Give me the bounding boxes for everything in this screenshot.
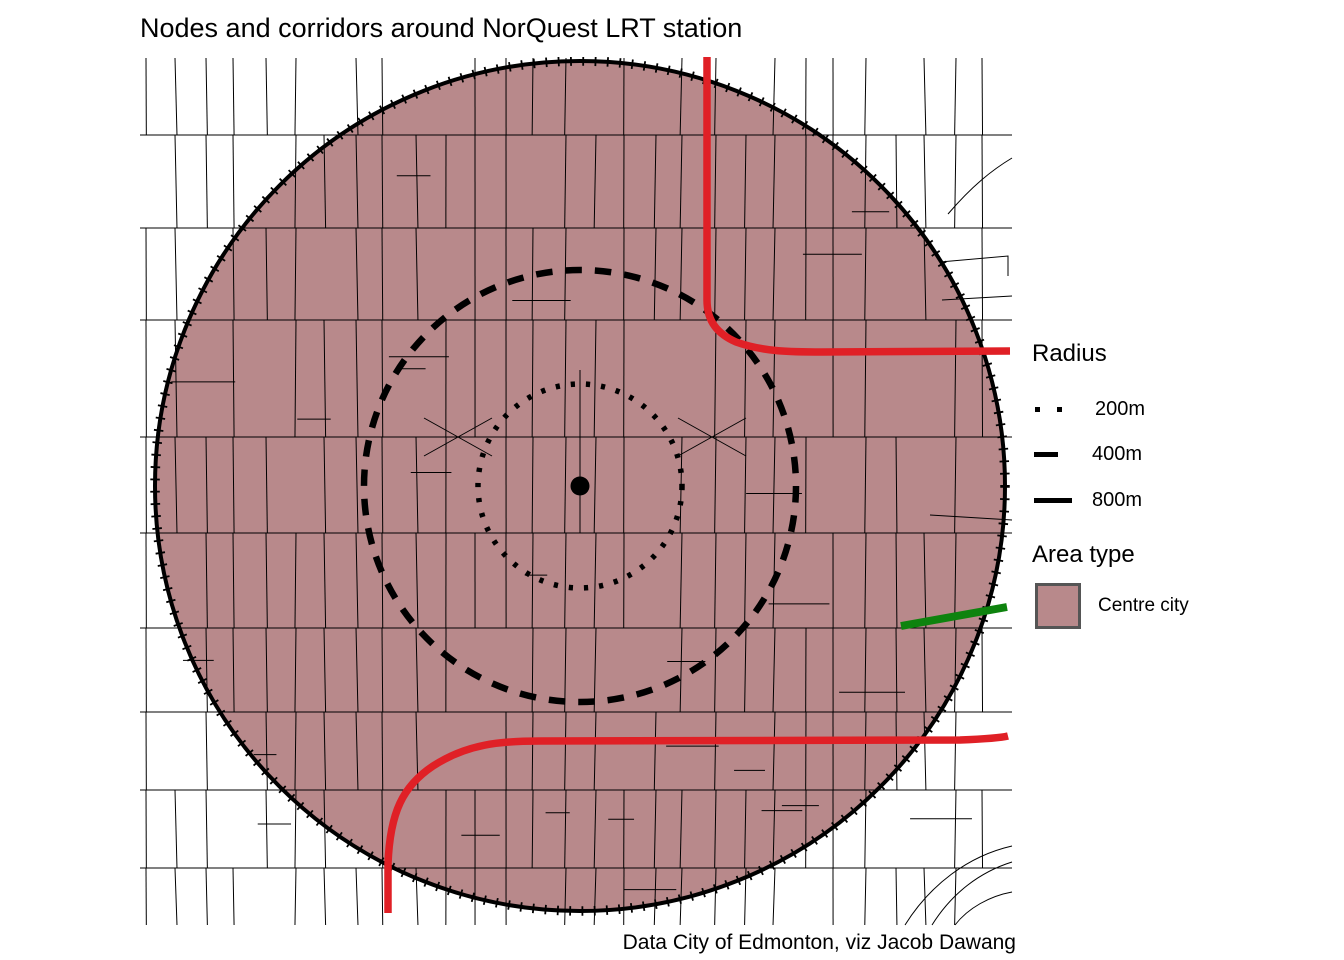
corridor-red-south [384,732,1009,913]
dotted-line-key-icon [1032,406,1093,412]
solid-line-key-icon [1032,497,1090,503]
street-features [423,157,1013,926]
figure-caption: Data City of Edmonton, viz Jacob Dawang [622,931,1016,954]
legend-item-400m: 400m [1032,437,1142,471]
ring-200m [475,381,685,591]
centre-city-swatch-icon [1035,583,1081,629]
legend-area-title: Area type [1032,541,1135,568]
street-grid [140,57,1012,926]
legend-item-label: Centre city [1098,595,1189,616]
corridor-green [900,603,1008,630]
ring-800m-teeth [150,57,1010,916]
corridor-red-north [703,57,1011,356]
legend-radius-title: Radius [1032,340,1107,367]
ring-400m [360,266,800,706]
legend-item-centre-city: Centre city [1035,583,1189,629]
legend-item-label: 800m [1092,488,1143,511]
legend-item-800m: 800m [1032,483,1142,517]
legend-item-label: 200m [1095,397,1146,420]
legend-item-label: 400m [1092,442,1143,465]
legend-item-200m: 200m [1032,392,1145,426]
station-marker [570,476,590,496]
figure-title: Nodes and corridors around NorQuest LRT … [140,13,743,43]
dashed-line-key-icon [1032,451,1090,457]
